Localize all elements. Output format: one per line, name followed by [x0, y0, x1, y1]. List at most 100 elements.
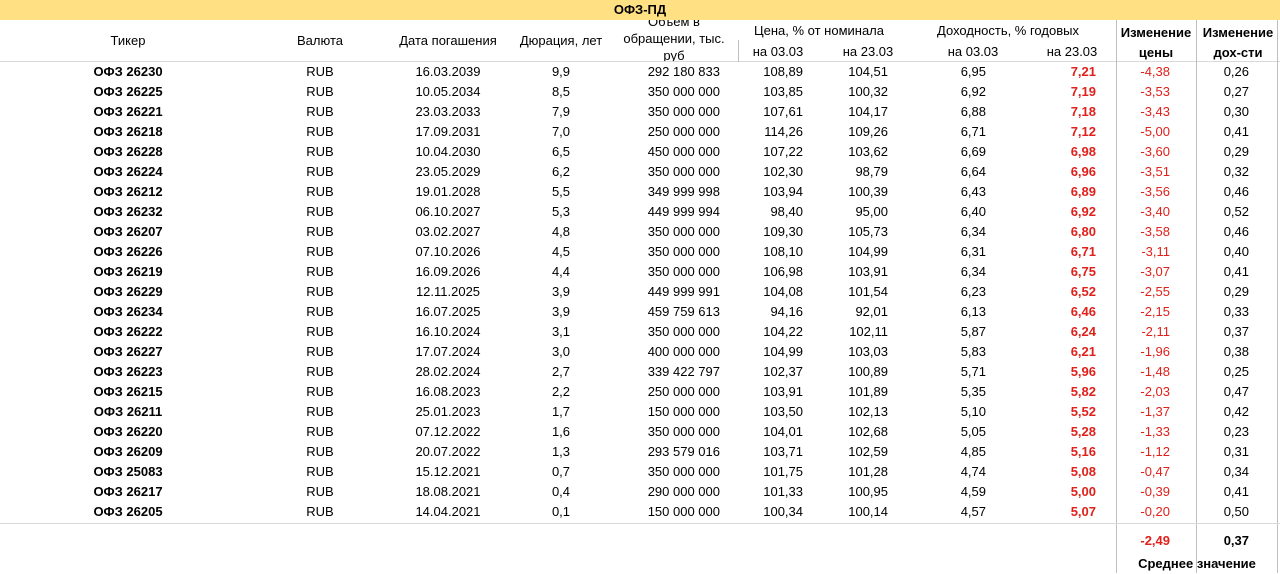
table-cell: 16.10.2024: [415, 324, 481, 339]
table-cell: 0,1: [551, 504, 571, 519]
table-cell: 92,01: [855, 304, 888, 319]
table-cell: 4,4: [551, 264, 571, 279]
table-cell: 12.11.2025: [415, 284, 481, 299]
table-cell: 339 422 797: [647, 364, 720, 379]
table-cell: 150 000 000: [647, 504, 720, 519]
table-cell: -3,58: [1140, 224, 1170, 239]
table-cell: 10.05.2034: [415, 84, 481, 99]
table-cell: 18.08.2021: [415, 484, 481, 499]
table-cell: 250 000 000: [647, 124, 720, 139]
table-cell: RUB: [306, 124, 334, 139]
table-cell: 6,80: [1070, 224, 1096, 239]
table-cell: 350 000 000: [647, 324, 720, 339]
table-cell: 350 000 000: [647, 264, 720, 279]
table-cell: 4,8: [551, 224, 571, 239]
table-cell: 450 000 000: [647, 144, 720, 159]
table-cell: ОФЗ 26227: [93, 344, 163, 359]
table-cell: 100,89: [848, 364, 888, 379]
table-cell: 6,43: [960, 184, 986, 199]
table-cell: -1,96: [1140, 344, 1170, 359]
table-cell: ОФЗ 26207: [93, 224, 163, 239]
table-cell: 5,08: [1070, 464, 1096, 479]
table-cell: 9,9: [551, 64, 571, 79]
table-cell: 0,32: [1223, 164, 1249, 179]
table-cell: 101,54: [848, 284, 888, 299]
table-cell: 6,88: [960, 104, 986, 119]
table-cell: RUB: [306, 104, 334, 119]
table-cell: 6,34: [960, 224, 986, 239]
table-cell: 6,24: [1070, 324, 1096, 339]
table-cell: -3,51: [1140, 164, 1170, 179]
table-cell: 7,19: [1070, 84, 1096, 99]
table-cell: 23.05.2029: [415, 164, 481, 179]
table-cell: 5,5: [551, 184, 571, 199]
table-cell: 104,17: [848, 104, 888, 119]
table-cell: RUB: [306, 144, 334, 159]
table-cell: 4,74: [960, 464, 986, 479]
table-cell: 98,40: [770, 204, 803, 219]
table-cell: ОФЗ 26228: [93, 144, 163, 159]
table-cell: 6,92: [960, 84, 986, 99]
table-cell: 5,87: [960, 324, 986, 339]
table-cell: 0,33: [1223, 304, 1249, 319]
table-cell: 0,26: [1223, 64, 1249, 79]
table-cell: 6,98: [1070, 144, 1096, 159]
table-cell: 101,28: [848, 464, 888, 479]
table-cell: 349 999 998: [647, 184, 720, 199]
table-cell: 108,10: [763, 244, 803, 259]
table-cell: 0,7: [551, 464, 571, 479]
table-cell: 25.01.2023: [415, 404, 481, 419]
summary-label: Среднее значение: [1138, 556, 1256, 571]
table-cell: 101,33: [763, 484, 803, 499]
table-cell: 5,28: [1070, 424, 1096, 439]
table-cell: 17.07.2024: [415, 344, 481, 359]
table-cell: 350 000 000: [647, 164, 720, 179]
table-cell: 1,7: [551, 404, 571, 419]
table-cell: RUB: [306, 224, 334, 239]
table-cell: 06.10.2027: [415, 204, 481, 219]
header-cell: Дюрация, лет: [519, 33, 603, 48]
table-cell: -0,47: [1140, 464, 1170, 479]
table-cell: -1,33: [1140, 424, 1170, 439]
table-cell: 4,5: [551, 244, 571, 259]
table-cell: 6,34: [960, 264, 986, 279]
subheader-cell: на 03.03: [947, 44, 999, 59]
table-cell: ОФЗ 26212: [93, 184, 163, 199]
table-cell: ОФЗ 26220: [93, 424, 163, 439]
grid-line: [1116, 20, 1117, 573]
table-cell: 100,14: [848, 504, 888, 519]
table-cell: 350 000 000: [647, 104, 720, 119]
table-cell: RUB: [306, 344, 334, 359]
table-cell: -3,11: [1141, 244, 1170, 259]
table-cell: RUB: [306, 504, 334, 519]
table-cell: -3,40: [1140, 204, 1170, 219]
header-cell: Изменение дох-сти: [1202, 25, 1274, 60]
table-cell: -0,39: [1140, 484, 1170, 499]
table-cell: 2,2: [551, 384, 571, 399]
table-cell: ОФЗ 26226: [93, 244, 163, 259]
table-cell: 98,79: [855, 164, 888, 179]
sheet-title: ОФЗ-ПД: [0, 0, 1280, 20]
table-cell: 100,32: [848, 84, 888, 99]
table-cell: 104,22: [763, 324, 803, 339]
table-cell: 0,4: [551, 484, 571, 499]
table-cell: 459 759 613: [647, 304, 720, 319]
table-cell: ОФЗ 26230: [93, 64, 163, 79]
table-cell: 0,42: [1223, 404, 1249, 419]
table-cell: 94,16: [770, 304, 803, 319]
table-cell: 102,13: [848, 404, 888, 419]
table-cell: 7,0: [551, 124, 571, 139]
table-cell: 6,89: [1070, 184, 1096, 199]
table-cell: 0,37: [1223, 324, 1249, 339]
table-cell: ОФЗ 26232: [93, 204, 163, 219]
table-cell: 19.01.2028: [415, 184, 481, 199]
table-cell: 449 999 994: [647, 204, 720, 219]
table-cell: 14.04.2021: [415, 504, 481, 519]
table-cell: 103,71: [763, 444, 803, 459]
table-cell: 6,69: [960, 144, 986, 159]
table-cell: 108,89: [763, 64, 803, 79]
table-cell: 6,71: [960, 124, 986, 139]
table-cell: 107,22: [763, 144, 803, 159]
table-cell: 250 000 000: [647, 384, 720, 399]
